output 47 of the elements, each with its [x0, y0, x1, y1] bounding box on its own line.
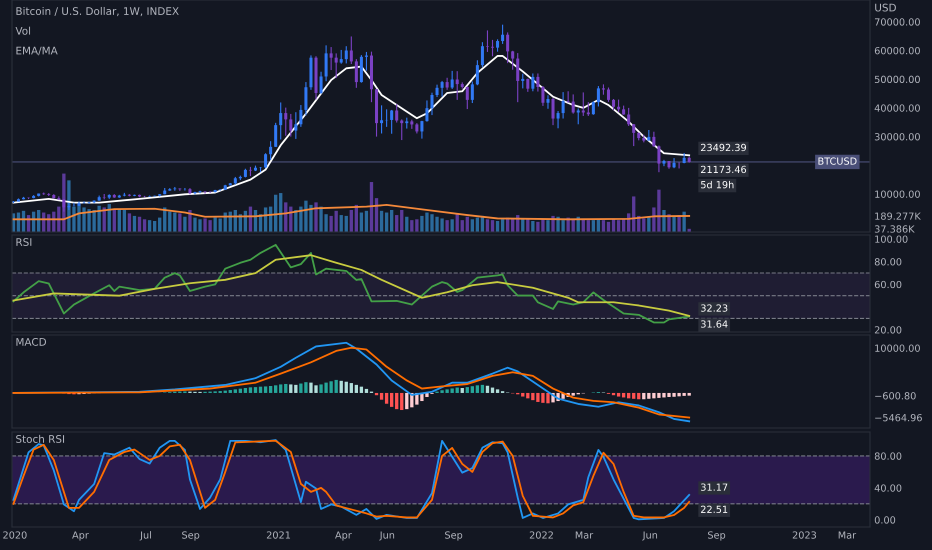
y-tick-label: 60000.00: [874, 46, 920, 54]
annotation: 31.17: [701, 483, 728, 491]
chart-title: MACD: [16, 338, 46, 346]
x-tick-label: 2023: [792, 531, 816, 539]
y-tick-label: 40000.00: [874, 104, 920, 112]
y-tick-label: 50000.00: [874, 76, 920, 84]
x-tick-label: Apr: [72, 531, 89, 541]
text: Bitcoin / U.S. Dollar, 1W, INDEX: [16, 6, 179, 16]
x-tick-label: 2020: [3, 531, 27, 539]
annotation: 22.51: [701, 506, 728, 513]
y-tick-label: 70000.00: [874, 18, 920, 26]
annotation: 21173.46: [701, 166, 746, 174]
x-tick-label: Sep: [708, 531, 726, 541]
annotation: 32.23: [701, 304, 728, 312]
x-tick-label: Jun: [379, 531, 394, 540]
annotation: 31.64: [701, 320, 728, 328]
x-tick-label: Apr: [335, 531, 352, 541]
annotation: 23492.39: [701, 144, 746, 152]
y-tick-label: 60.00: [874, 280, 902, 288]
y-tick-label: 80.00: [874, 452, 902, 460]
y-tick-label: −600.80: [875, 392, 916, 400]
y-tick-label: 80.00: [874, 258, 902, 266]
y-tick-label: 10000.00: [875, 190, 920, 198]
y-tick-label: −5464.96: [875, 414, 922, 422]
x-tick-label: Mar: [576, 531, 594, 539]
y2-tick-label: 37.386K: [874, 225, 915, 233]
ref-line-label: BTCUSD: [818, 157, 857, 165]
x-tick-label: Sep: [445, 531, 462, 541]
x-tick-label: 2022: [530, 531, 553, 539]
y-tick-label: 20.00: [874, 326, 902, 334]
chart-title: RSI: [16, 238, 32, 246]
y-tick-label: 40.00: [874, 484, 902, 492]
y-axis-title: USD: [875, 4, 896, 12]
x-tick-label: 2021: [266, 531, 290, 539]
x-tick-label: Jun: [642, 531, 658, 540]
y2-tick-label: 189.277K: [875, 212, 921, 220]
y-tick-label: 10000.00: [875, 344, 920, 352]
x-tick-label: Mar: [838, 531, 856, 539]
y-tick-label: 100.00: [875, 235, 908, 243]
x-tick-label: Sep: [182, 531, 200, 541]
x-tick-label: Jul: [140, 531, 151, 540]
annotation: Vol: [16, 26, 30, 35]
y-tick-label: 30000.00: [874, 133, 920, 140]
annotation: EMA/MA: [16, 46, 58, 56]
chart-title: Stoch RSI: [16, 434, 64, 443]
annotation: 5d 19h: [701, 180, 734, 188]
y-tick-label: 0.00: [874, 516, 896, 524]
